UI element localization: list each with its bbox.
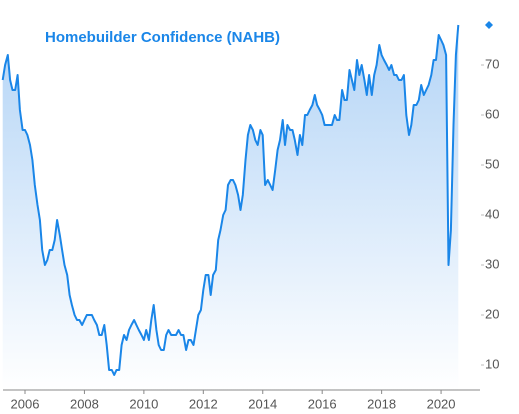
last-value-marker: [485, 21, 493, 29]
x-tick-label: 2012: [189, 396, 218, 411]
x-tick-label: 2008: [70, 396, 99, 411]
x-tick-label: 2014: [248, 396, 277, 411]
x-tick-label: 2010: [129, 396, 158, 411]
x-tick-label: 2016: [308, 396, 337, 411]
y-tick-label: 20: [485, 306, 499, 321]
x-tick-label: 2006: [11, 396, 40, 411]
y-tick-label: 70: [485, 56, 499, 71]
y-tick-label: 60: [485, 106, 499, 121]
chart-title: Homebuilder Confidence (NAHB): [45, 29, 280, 46]
y-tick-label: 30: [485, 256, 499, 271]
y-tick-label: 50: [485, 156, 499, 171]
x-tick-label: 2020: [427, 396, 456, 411]
y-tick-label: 10: [485, 356, 499, 371]
y-tick-label: 40: [485, 206, 499, 221]
area: [2, 25, 459, 390]
line: [1, 24, 460, 376]
x-tick-label: 2018: [367, 396, 396, 411]
